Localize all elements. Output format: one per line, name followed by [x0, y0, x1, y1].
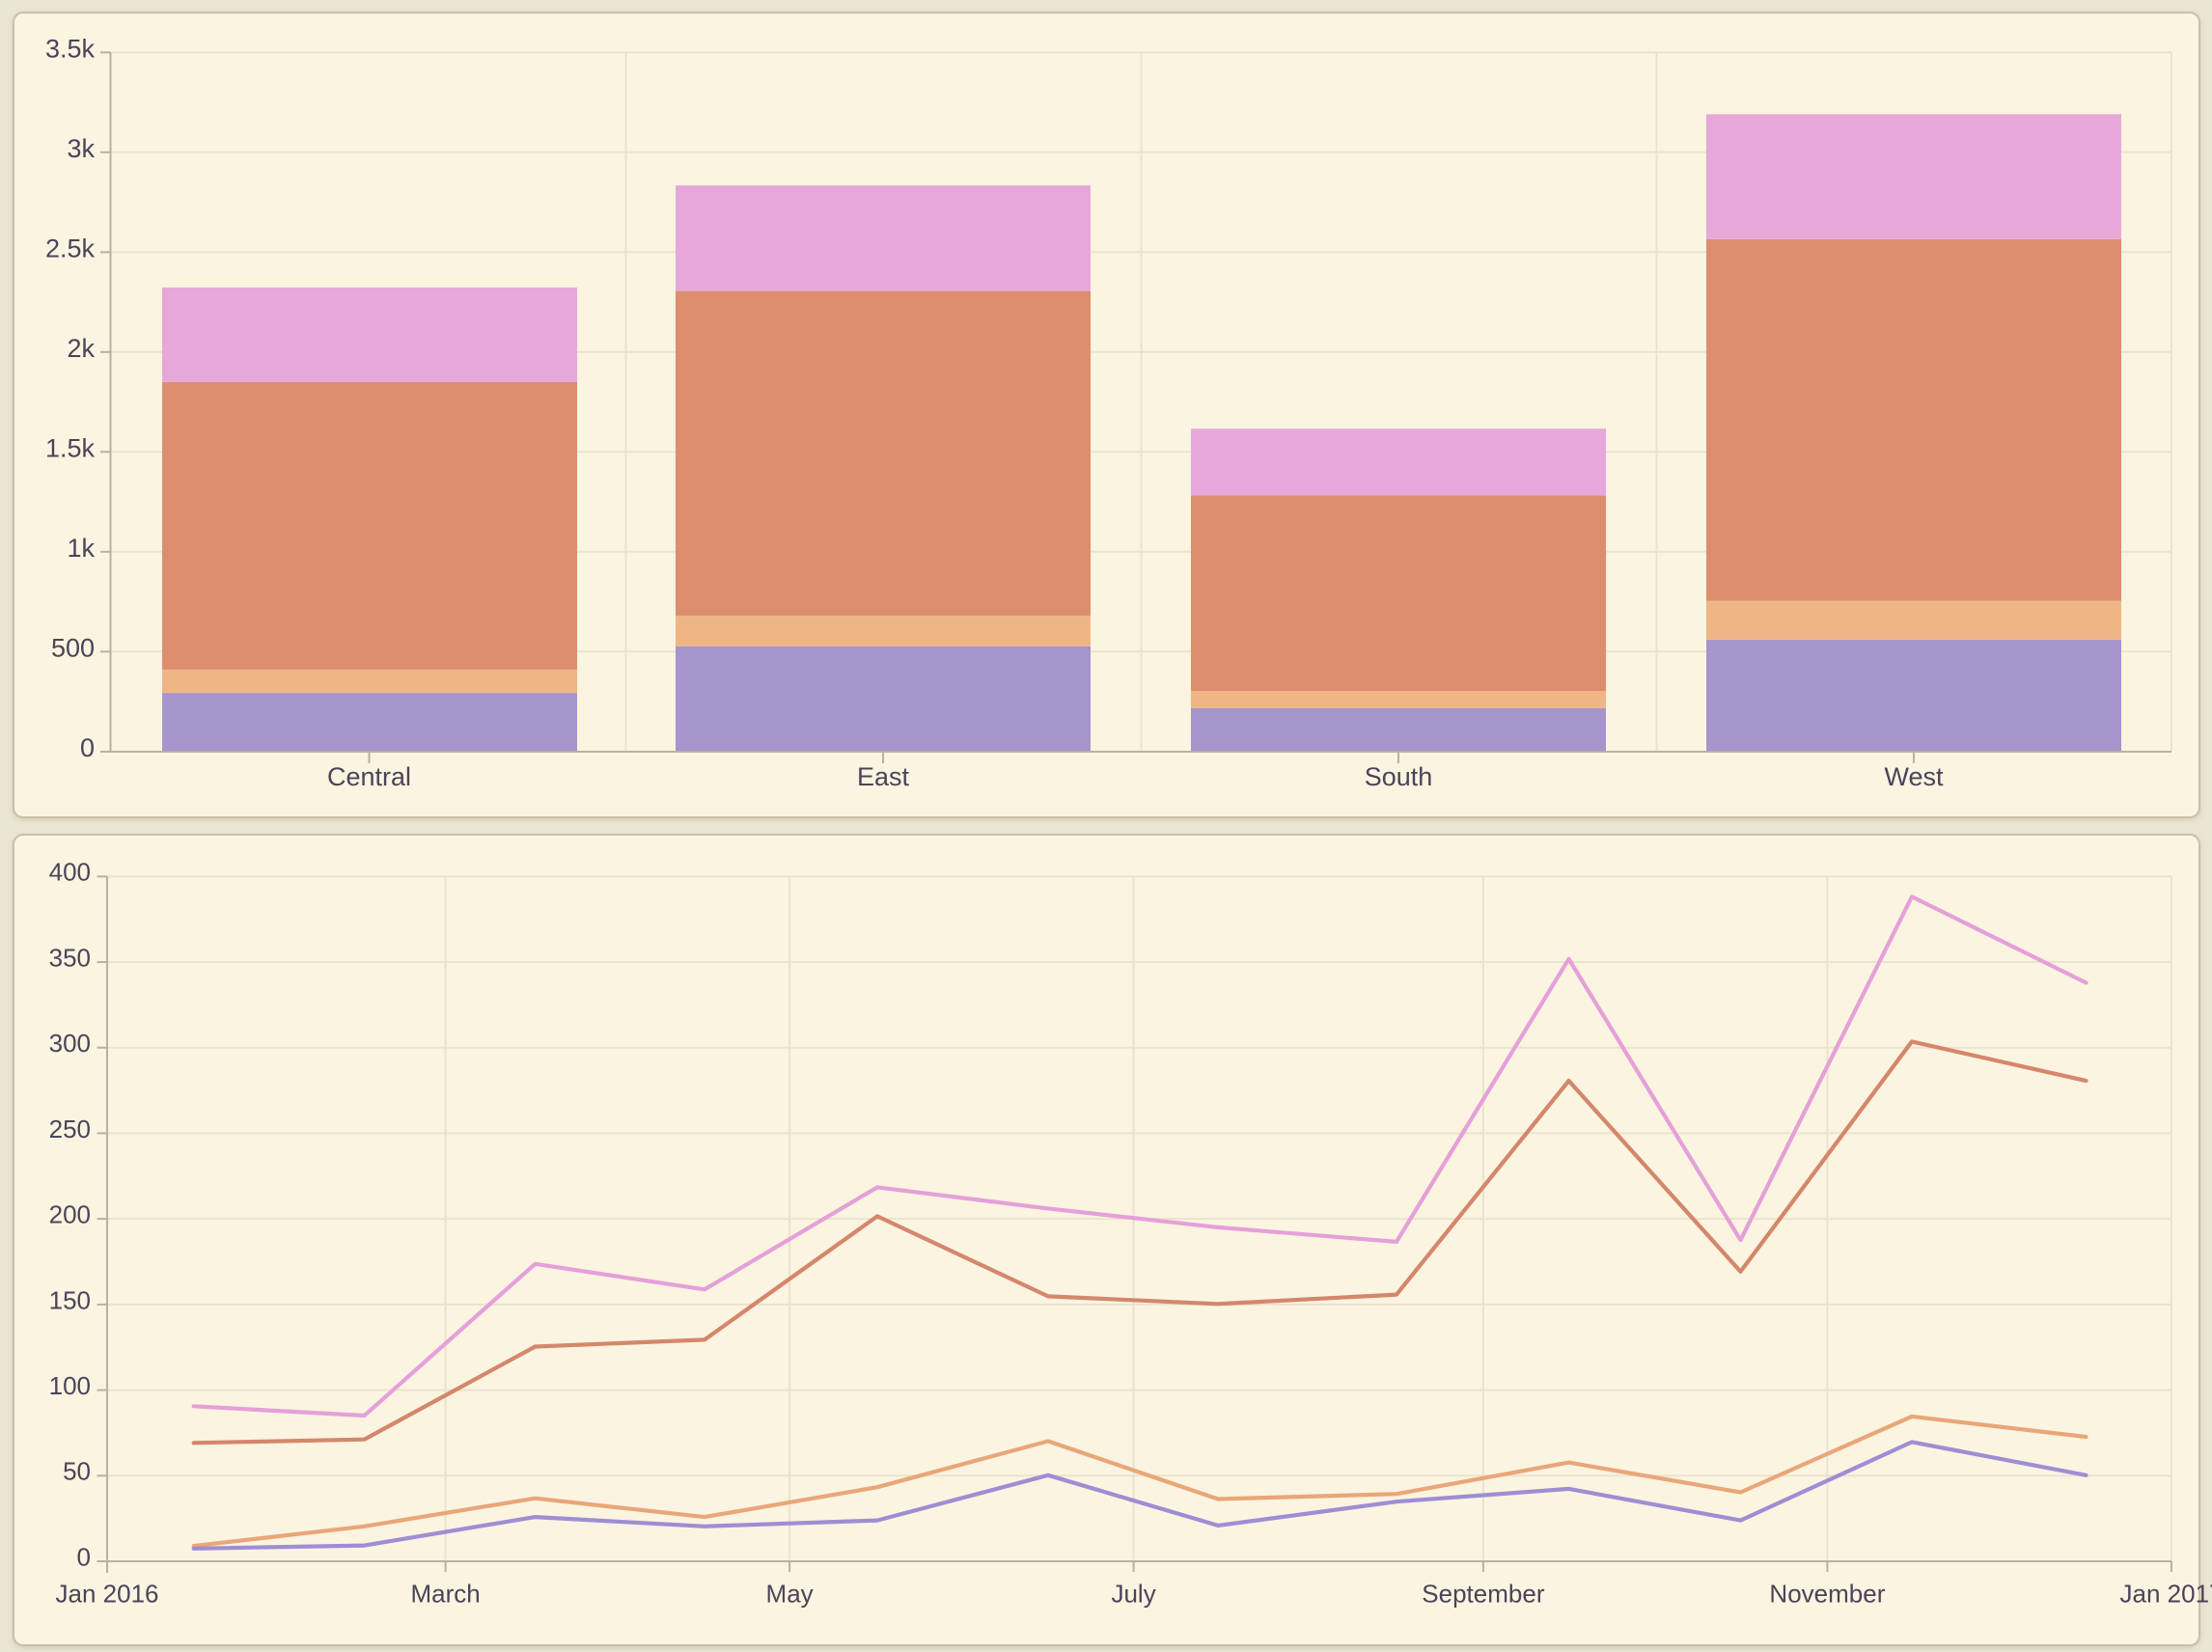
svg-text:November: November [1769, 1580, 1885, 1609]
svg-text:2.5k: 2.5k [45, 234, 96, 262]
svg-text:200: 200 [49, 1200, 91, 1229]
svg-text:3.5k: 3.5k [45, 34, 96, 63]
svg-text:1k: 1k [67, 534, 95, 563]
svg-text:July: July [1111, 1580, 1155, 1609]
svg-text:East: East [857, 762, 910, 791]
svg-text:March: March [410, 1580, 480, 1609]
svg-text:Central: Central [327, 762, 411, 791]
svg-text:400: 400 [49, 858, 91, 887]
svg-text:Jan 2017: Jan 2017 [2120, 1580, 2212, 1609]
svg-text:0: 0 [77, 1542, 91, 1571]
svg-text:West: West [1884, 762, 1944, 791]
svg-text:2k: 2k [67, 334, 95, 363]
svg-text:500: 500 [51, 633, 95, 662]
svg-text:0: 0 [80, 733, 95, 762]
svg-text:250: 250 [49, 1115, 91, 1143]
svg-text:September: September [1422, 1580, 1545, 1609]
svg-text:150: 150 [49, 1285, 91, 1314]
svg-text:350: 350 [49, 943, 91, 972]
svg-text:May: May [766, 1580, 814, 1609]
svg-text:1.5k: 1.5k [45, 433, 96, 462]
svg-text:300: 300 [49, 1029, 91, 1058]
svg-text:Jan 2016: Jan 2016 [56, 1580, 159, 1609]
svg-text:100: 100 [49, 1371, 91, 1400]
svg-text:South: South [1365, 762, 1433, 791]
svg-text:50: 50 [63, 1457, 91, 1486]
svg-text:3k: 3k [67, 134, 95, 163]
